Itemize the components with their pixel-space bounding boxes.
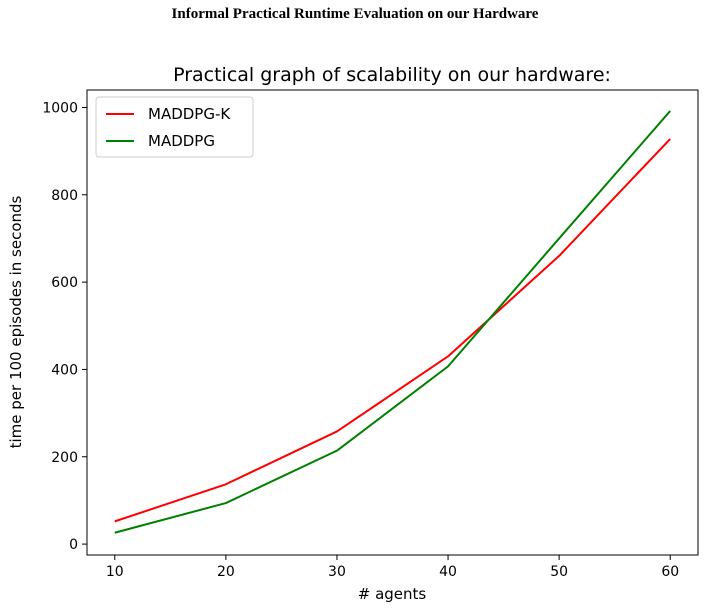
legend-label-maddpg-k: MADDPG-K	[148, 105, 231, 123]
y-tick-label: 800	[51, 188, 78, 204]
x-axis-label: # agents	[358, 585, 427, 603]
x-tick-label: 50	[550, 564, 568, 580]
legend: MADDPG-K MADDPG	[95, 96, 254, 158]
x-tick-label: 20	[217, 564, 235, 580]
y-axis-label: time per 100 episodes in seconds	[7, 195, 25, 448]
x-tick-label: 30	[328, 564, 346, 580]
series-line-maddpg-k	[114, 138, 671, 523]
y-tick-label: 0	[69, 537, 78, 553]
y-tick-label: 200	[51, 450, 78, 466]
legend-label-maddpg: MADDPG	[148, 132, 215, 150]
y-axis-ticks: 0 200 400 600 800 1000	[42, 100, 87, 553]
chart-title: Practical graph of scalability on our ha…	[173, 64, 611, 86]
legend-box	[95, 96, 254, 158]
x-tick-label: 60	[661, 564, 679, 580]
x-tick-label: 10	[106, 564, 124, 580]
x-tick-label: 40	[439, 564, 457, 580]
x-axis-ticks: 10 20 30 40 50 60	[106, 555, 679, 580]
series-lines	[114, 110, 671, 534]
page-heading: Informal Practical Runtime Evaluation on…	[171, 6, 539, 22]
plot-frame	[86, 89, 699, 556]
y-tick-label: 600	[51, 275, 78, 291]
y-tick-label: 400	[51, 362, 78, 378]
y-tick-label: 1000	[42, 100, 78, 116]
plot-area	[86, 89, 699, 556]
series-line-maddpg	[114, 110, 671, 534]
